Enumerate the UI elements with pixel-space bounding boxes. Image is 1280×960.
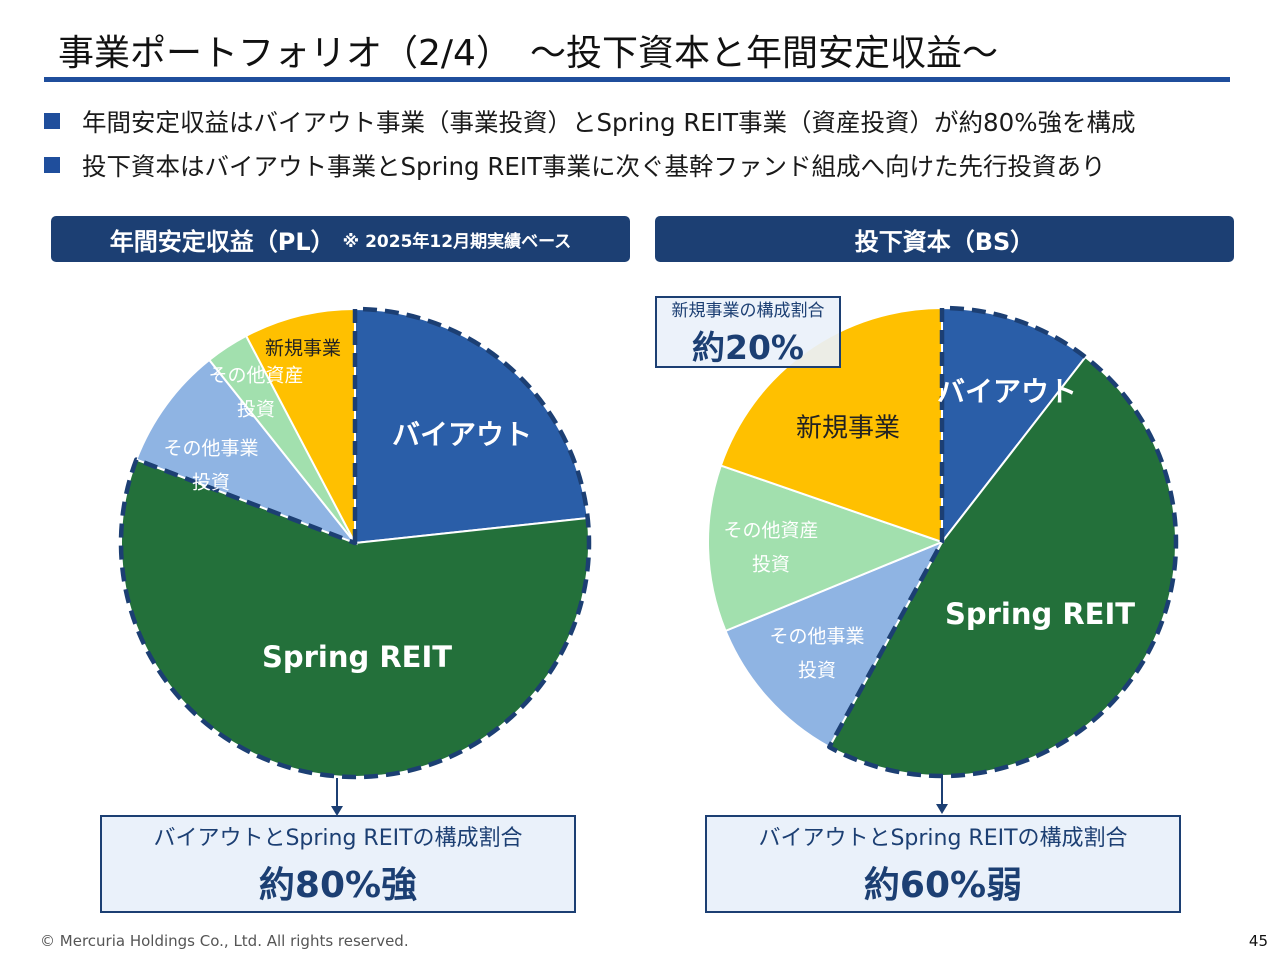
bullet-square-icon [44, 157, 60, 173]
right-callout-caption: バイアウトとSpring REITの構成割合 [758, 826, 1128, 851]
left-callout-caption: バイアウトとSpring REITの構成割合 [153, 826, 523, 851]
pl-label-other-business: 投資 [192, 472, 230, 494]
bs-slice-other-asset [707, 464, 945, 633]
bs-slice-other-business [724, 539, 945, 749]
pl-label-other-asset: 投資 [237, 399, 275, 421]
left-panel-note: ※ 2025年12月期実績ベース [342, 231, 572, 252]
pl-highlight-outline [118, 306, 592, 780]
pl-label-new-business: 新規事業 [265, 338, 341, 360]
left-arrow-head-icon [331, 806, 343, 816]
bs-label-new-business: 新規事業 [796, 414, 900, 444]
bs-label-buyout: バイアウト [937, 375, 1077, 408]
bs-label-other-asset: その他資産 [723, 520, 818, 542]
left-callout-value: 約80%強 [258, 865, 418, 906]
bs-label-other-business: その他事業 [769, 626, 864, 648]
bullet-square-icon [44, 113, 60, 129]
new-business-callout: 新規事業の構成割合 約20% [655, 296, 841, 368]
right-callout-value: 約60%弱 [863, 865, 1023, 906]
left-panel-header: 年間安定収益（PL） ※ 2025年12月期実績ベース [51, 216, 630, 262]
bullet-text: 年間安定収益はバイアウト事業（事業投資）とSpring REIT事業（資産投資）… [82, 107, 1136, 137]
new-business-callout-value: 約20% [692, 327, 804, 367]
page-number: 45 [1248, 932, 1268, 950]
right-panel-title: 投下資本（BS） [854, 227, 1035, 256]
bs-highlight-outline [827, 305, 1179, 779]
new-business-callout-caption: 新規事業の構成割合 [671, 300, 825, 321]
pl-label-spring-reit: Spring REIT [262, 640, 452, 674]
right-panel-header: 投下資本（BS） [655, 216, 1234, 262]
right-arrow-head-icon [936, 804, 948, 814]
pl-label-other-business: その他事業 [163, 438, 258, 460]
left-panel-title: 年間安定収益（PL） [109, 227, 335, 256]
bs-label-other-business: 投資 [798, 660, 836, 682]
left-callout: バイアウトとSpring REITの構成割合 約80%強 [100, 815, 576, 913]
bullet-text: 投下資本はバイアウト事業とSpring REIT事業に次ぐ基幹ファンド組成へ向け… [82, 151, 1106, 181]
slide-title: 事業ポートフォリオ（2/4） ～投下資本と年間安定収益～ [58, 33, 998, 74]
bullet-1: 年間安定収益はバイアウト事業（事業投資）とSpring REIT事業（資産投資）… [44, 104, 1136, 138]
bs-label-other-asset: 投資 [752, 554, 790, 576]
copyright: © Mercuria Holdings Co., Ltd. All rights… [40, 932, 409, 950]
pl-slice-other-business [135, 358, 359, 546]
pl-label-other-asset: その他資産 [208, 365, 303, 387]
bullet-2: 投下資本はバイアウト事業とSpring REIT事業に次ぐ基幹ファンド組成へ向け… [44, 148, 1106, 182]
pl-label-buyout: バイアウト [392, 418, 532, 451]
right-callout: バイアウトとSpring REITの構成割合 約60%弱 [705, 815, 1181, 913]
bs-label-spring-reit: Spring REIT [945, 597, 1135, 631]
title-underline [44, 77, 1230, 82]
